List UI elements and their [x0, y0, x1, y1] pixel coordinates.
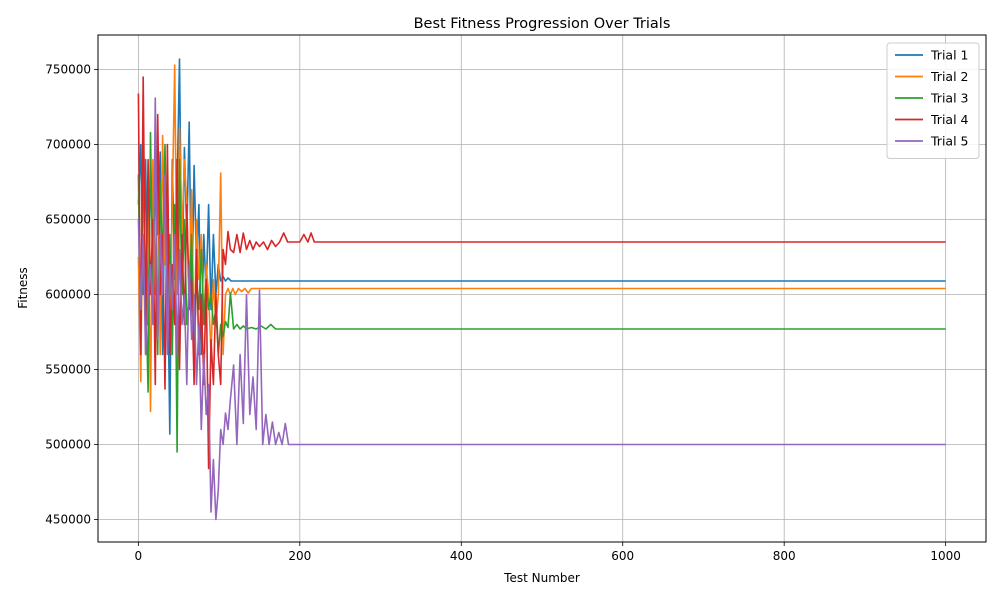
- series-line-trial-4: [137, 76, 946, 470]
- legend-label: Trial 2: [930, 69, 968, 84]
- y-tick-label: 450000: [45, 513, 91, 527]
- y-tick-label: 750000: [45, 63, 91, 77]
- legend-box: [886, 42, 980, 159]
- y-tick-label: 650000: [45, 213, 91, 227]
- y-tick-label: 500000: [45, 438, 91, 452]
- x-tick-label: 200: [288, 549, 311, 563]
- x-tick-label: 0: [135, 549, 143, 563]
- legend: Trial 1 Trial 2 Trial 3 Trial 4 Trial 5: [886, 42, 980, 159]
- y-tick-label: 600000: [45, 288, 91, 302]
- series-layer: [137, 58, 946, 521]
- x-axis: 0 200 400 600 800 1000: [135, 542, 961, 563]
- x-tick-label: 400: [450, 549, 473, 563]
- y-axis: 450000 500000 550000 600000 650000 700000 7500…: [45, 63, 98, 527]
- x-tick-label: 800: [773, 549, 796, 563]
- legend-label: Trial 5: [930, 134, 968, 149]
- chart-title: Best Fitness Progression Over Trials: [414, 16, 671, 32]
- x-axis-label: Test Number: [503, 571, 580, 585]
- legend-label: Trial 1: [930, 48, 968, 63]
- legend-label: Trial 4: [930, 112, 969, 127]
- legend-label: Trial 3: [930, 91, 968, 106]
- series-line-trial-5: [137, 97, 946, 521]
- y-axis-label: Fitness: [16, 267, 30, 309]
- y-tick-label: 700000: [45, 138, 91, 152]
- plot-frame: [97, 34, 987, 543]
- y-tick-label: 550000: [45, 363, 91, 377]
- x-tick-label: 600: [611, 549, 634, 563]
- x-tick-label: 1000: [930, 549, 961, 563]
